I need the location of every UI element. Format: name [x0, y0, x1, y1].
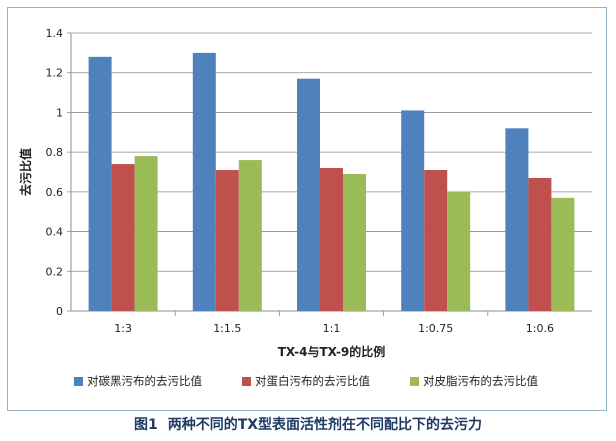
y-tick-label: 0.4	[46, 226, 64, 239]
figure-caption-text: 两种不同的TX型表面活性剂在不同配比下的去污力	[167, 417, 483, 433]
y-axis-title: 去污比值	[18, 148, 33, 196]
y-tick-label: 1.4	[46, 27, 64, 40]
bar	[528, 177, 552, 311]
bar	[238, 160, 262, 311]
bar	[551, 197, 575, 311]
legend-label: 对蛋白污布的去污比值	[255, 374, 370, 388]
bar	[297, 78, 320, 312]
bar	[215, 170, 239, 311]
y-tick-label: 0.2	[46, 265, 64, 278]
y-tick-label: 0.8	[46, 146, 64, 159]
x-tick-label: 1:0.75	[418, 322, 453, 335]
legend-swatch	[74, 377, 83, 386]
legend-swatch	[242, 377, 251, 386]
bar	[134, 156, 158, 311]
legend-swatch	[410, 377, 419, 386]
bar	[320, 168, 343, 311]
x-tick-label: 1:0.6	[526, 322, 554, 335]
bar	[192, 52, 216, 311]
y-tick-label: 0.6	[46, 186, 64, 199]
legend-label: 对碳黑污布的去污比值	[87, 374, 202, 388]
y-tick-label: 1.2	[46, 67, 64, 80]
y-tick-label: 0	[56, 305, 63, 318]
bar	[343, 173, 366, 311]
bar	[88, 56, 112, 312]
x-tick-label: 1:3	[114, 322, 132, 335]
figure-label: 图1	[133, 417, 158, 433]
bar	[111, 164, 135, 311]
figure-caption: 图1 两种不同的TX型表面活性剂在不同配比下的去污力	[0, 414, 616, 434]
legend-label: 对皮脂污布的去污比值	[423, 374, 538, 388]
bar	[447, 191, 471, 311]
x-axis-title: TX-4与TX-9的比例	[278, 344, 386, 359]
x-tick-label: 1:1	[323, 322, 341, 335]
bar	[424, 170, 448, 311]
x-tick-label: 1:1.5	[213, 322, 241, 335]
bar	[401, 110, 425, 311]
y-tick-label: 1	[56, 106, 63, 119]
bar-chart: 0 0.2 0.4 0.6 0.8 1 1.2 1.4 1:3 1:1.5 1:1 1:0.75 1:0…	[18, 27, 592, 388]
bar	[505, 128, 529, 311]
